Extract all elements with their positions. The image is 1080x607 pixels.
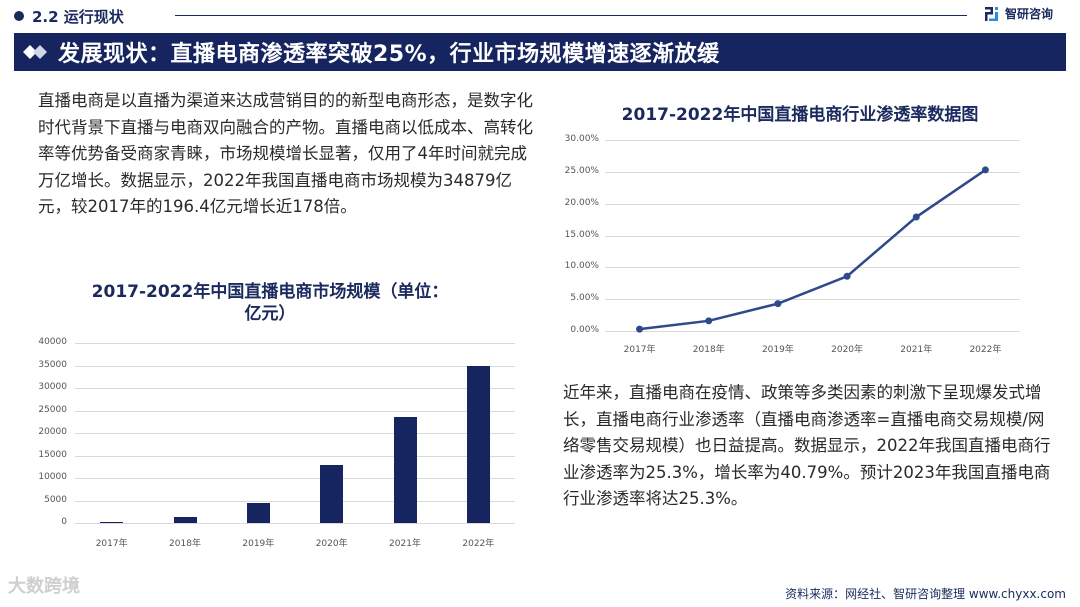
zhiyan-logo-icon (985, 6, 998, 21)
data-point-marker (843, 272, 851, 280)
section-label: 2.2 运行现状 (32, 7, 124, 26)
y-tick-label: 25.00% (564, 165, 599, 176)
y-tick-label: 20000 (38, 427, 67, 437)
gridline (75, 410, 515, 412)
gridline (75, 523, 515, 524)
bar (393, 416, 417, 523)
bar (466, 366, 490, 523)
y-tick-label: 15000 (38, 449, 67, 460)
bar-chart-title-line1: 2017-2022年中国直播电商市场规模（单位： (91, 282, 449, 302)
gridline (605, 140, 1020, 141)
brand-logo: 智研咨询 (984, 5, 1053, 22)
y-tick-label: 0 (61, 517, 67, 527)
section-heading: 2.2 运行现状 (14, 4, 124, 28)
gridline (605, 171, 1020, 173)
bar (246, 503, 270, 523)
data-point-marker (705, 317, 713, 325)
bullet-dot-icon (14, 11, 24, 21)
data-point-marker (912, 213, 920, 221)
x-tick-label: 2017年 (95, 539, 128, 549)
gridline (75, 455, 515, 457)
line-chart-title: 2017-2022年中国直播电商行业渗透率数据图 (621, 105, 979, 125)
y-tick-label: 20.00% (564, 197, 599, 208)
gridline (605, 267, 1020, 269)
x-tick-label: 2019年 (242, 539, 275, 549)
x-tick-label: 2017年 (623, 345, 656, 355)
y-tick-label: 5000 (44, 494, 67, 505)
title-banner: 发展现状：直播电商渗透率突破25%，行业市场规模增速逐渐放缓 (14, 33, 1066, 71)
y-tick-label: 30.00% (564, 134, 599, 144)
x-tick-label: 2022年 (462, 539, 495, 549)
y-tick-label: 0.00% (570, 325, 599, 335)
y-tick-label: 35000 (38, 359, 67, 370)
data-point-marker (774, 300, 782, 308)
x-tick-label: 2018年 (692, 345, 725, 355)
gridline (605, 299, 1020, 301)
y-tick-label: 10000 (38, 472, 67, 482)
bar-chart-title: 2017-2022年中国直播电商市场规模（单位： 亿元） (60, 281, 480, 325)
penetration-description: 近年来，直播电商在疫情、政策等多类因素的刺激下呈现爆发式增长，直播电商行业渗透率… (563, 383, 1051, 508)
x-tick-label: 2021年 (389, 539, 421, 549)
x-tick-label: 2020年 (831, 345, 864, 355)
header-divider (175, 15, 967, 16)
x-tick-label: 2021年 (900, 345, 933, 355)
bar-chart-title-line2: 亿元） (244, 304, 296, 324)
x-tick-label: 2020年 (315, 539, 348, 549)
y-tick-label: 5.00% (570, 293, 599, 304)
x-tick-label: 2018年 (169, 539, 201, 549)
gridline (605, 235, 1020, 237)
x-tick-label: 2022年 (969, 345, 1002, 355)
bar (320, 464, 344, 523)
market-size-description: 直播电商是以直播为渠道来达成营销目的的新型电商形态，是数字化时代背景下直播与电商… (38, 91, 533, 216)
gridline (75, 500, 515, 502)
x-tick-label: 2019年 (761, 345, 794, 355)
y-tick-label: 30000 (38, 382, 67, 392)
gridline (75, 478, 515, 479)
double-diamond-icon (23, 45, 47, 59)
gridline (605, 203, 1020, 205)
y-tick-label: 25000 (38, 404, 67, 415)
brand-name: 智研咨询 (1005, 7, 1054, 21)
data-point-marker (636, 325, 644, 333)
y-tick-label: 10.00% (564, 261, 599, 272)
page-title: 发展现状：直播电商渗透率突破25%，行业市场规模增速逐渐放缓 (58, 42, 720, 67)
gridline (75, 365, 515, 367)
data-source: 资料来源：网经社、智研咨询整理 www.chyxx.com (785, 587, 1066, 601)
watermark-logo: 大数跨境 (8, 576, 80, 597)
gridline (75, 388, 515, 389)
y-tick-label: 40000 (38, 337, 67, 347)
gridline (75, 343, 515, 344)
bar (173, 516, 197, 523)
gridline (75, 433, 515, 434)
data-point-marker (981, 166, 989, 174)
gridline (605, 331, 1020, 332)
y-tick-label: 15.00% (564, 229, 599, 240)
bar (100, 522, 124, 524)
